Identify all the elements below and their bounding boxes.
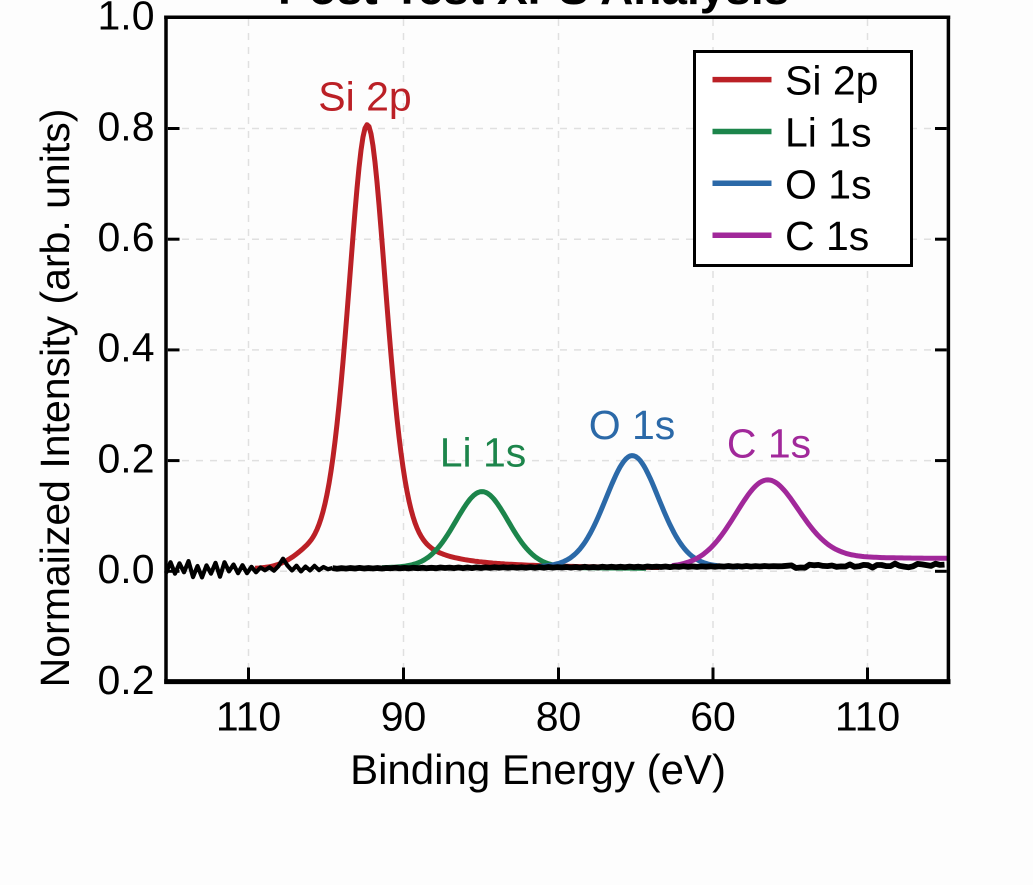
svg-text:110: 110 (835, 693, 900, 739)
svg-text:0.4: 0.4 (98, 325, 155, 371)
svg-text:O 1s: O 1s (785, 161, 872, 207)
svg-text:1.0: 1.0 (98, 0, 155, 39)
svg-text:Post-Test XPS Analysis: Post-Test XPS Analysis (278, 0, 789, 14)
svg-text:Si 2p: Si 2p (785, 58, 878, 104)
svg-text:Li 1s: Li 1s (785, 110, 872, 156)
svg-text:C 1s: C 1s (727, 420, 811, 466)
svg-text:0.2: 0.2 (98, 657, 155, 703)
svg-text:90: 90 (381, 693, 427, 739)
svg-text:60: 60 (690, 693, 736, 739)
svg-text:Normaiized Intensity (arb. uni: Normaiized Intensity (arb. units) (32, 109, 78, 688)
svg-text:O 1s: O 1s (589, 402, 676, 448)
svg-text:Binding Energy (eV): Binding Energy (eV) (350, 746, 726, 793)
svg-text:Si 2p: Si 2p (318, 74, 411, 120)
svg-text:110: 110 (216, 693, 281, 739)
svg-text:0.0: 0.0 (98, 546, 155, 592)
svg-text:0.8: 0.8 (98, 103, 155, 149)
svg-text:80: 80 (536, 693, 582, 739)
svg-text:0.2: 0.2 (98, 435, 155, 481)
svg-text:0.6: 0.6 (98, 214, 155, 260)
svg-text:Li 1s: Li 1s (440, 429, 527, 475)
svg-text:C 1s: C 1s (785, 213, 869, 259)
